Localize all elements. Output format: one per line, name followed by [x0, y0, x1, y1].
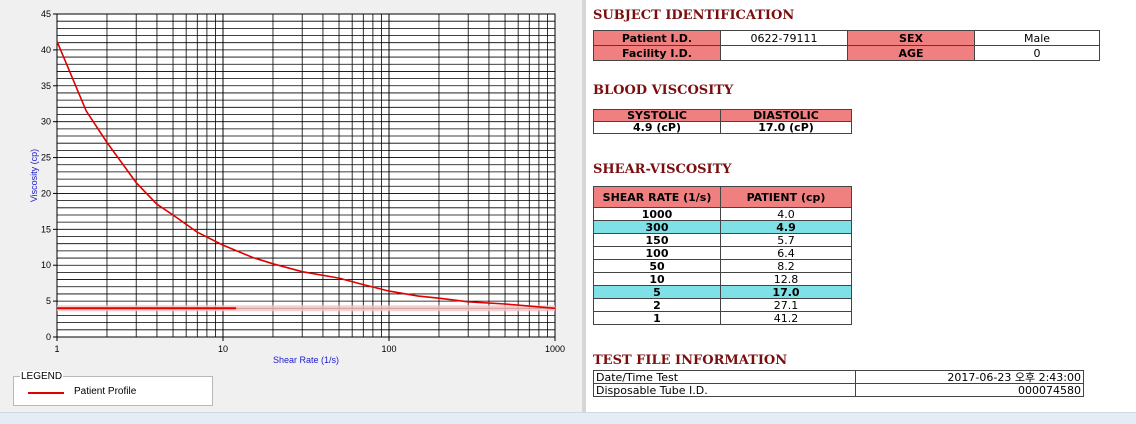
datetime-value: 2017-06-23 오후 2:43:00 [855, 370, 1084, 384]
x-axis-label: Shear Rate (1/s) [273, 355, 339, 365]
shear-viscosity-title: SHEAR-VISCOSITY [593, 162, 732, 177]
patient-cp-cell: 4.9 [720, 220, 852, 234]
legend-title: LEGEND [20, 371, 64, 382]
test-file-information-title: TEST FILE INFORMATION [593, 353, 788, 368]
patient-cp-cell: 4.0 [720, 207, 852, 221]
systolic-value: 4.9 (cP) [593, 121, 721, 134]
legend-box: LEGEND Patient Profile [13, 371, 213, 406]
shear-rate-cell: 100 [593, 246, 721, 260]
plot-area [56, 13, 556, 338]
x-tick-label: 1000 [545, 344, 565, 354]
shear-rate-cell: 150 [593, 233, 721, 247]
systolic-label: SYSTOLIC [593, 109, 721, 122]
y-tick-label: 15 [41, 224, 51, 234]
table-row: 300 4.9 [593, 220, 852, 234]
patient-cp-cell: 12.8 [720, 272, 852, 286]
shear-rate-cell: 10 [593, 272, 721, 286]
viscosity-chart: 0 5 10 15 20 25 30 35 40 45 1 10 100 1000 Shear Rate (… [29, 9, 565, 365]
shear-rate-cell: 50 [593, 259, 721, 273]
patient-id-value: 0622-79111 [720, 30, 848, 46]
shear-rate-cell: 1 [593, 311, 721, 325]
tube-id-label: Disposable Tube I.D. [593, 383, 856, 397]
y-tick-label: 5 [46, 296, 51, 306]
table-row: 1 41.2 [593, 311, 852, 325]
shear-rate-cell: 2 [593, 298, 721, 312]
table-row: 5 17.0 [593, 285, 852, 299]
y-tick-label: 45 [41, 9, 51, 19]
datetime-label: Date/Time Test [593, 370, 856, 384]
sex-label: SEX [847, 30, 975, 46]
facility-id-value [720, 45, 848, 61]
y-tick-label: 20 [41, 188, 51, 198]
y-tick-label: 30 [41, 117, 51, 127]
table-row: 10 12.8 [593, 272, 852, 286]
x-tick-label: 10 [218, 344, 228, 354]
series-line-patient-profile [56, 40, 556, 310]
patient-cp-cell: 27.1 [720, 298, 852, 312]
status-strip [0, 412, 1136, 424]
patient-cp-cell: 6.4 [720, 246, 852, 260]
y-tick-label: 0 [46, 332, 51, 342]
y-tick-label: 10 [41, 260, 51, 270]
reference-band [57, 305, 555, 312]
patient-cp-cell: 41.2 [720, 311, 852, 325]
shear-viscosity-table: SHEAR RATE (1/s) PATIENT (cp) 1000 4.0 300… [593, 186, 852, 325]
legend-label: Patient Profile [74, 386, 137, 397]
subject-table: Patient I.D. 0622-79111 SEX Male Facilit… [593, 30, 1100, 61]
table-row: 1000 4.0 [593, 207, 852, 221]
y-tick-label: 35 [41, 81, 51, 91]
x-tick-label: 1 [54, 344, 59, 354]
shear-rate-cell: 300 [593, 220, 721, 234]
diastolic-label: DIASTOLIC [720, 109, 852, 122]
age-value: 0 [974, 45, 1100, 61]
patient-cp-header: PATIENT (cp) [720, 186, 852, 208]
y-tick-label: 25 [41, 153, 51, 163]
subject-identification-title: SUBJECT IDENTIFICATION [593, 8, 795, 23]
age-label: AGE [847, 45, 975, 61]
test-file-table: Date/Time Test 2017-06-23 오후 2:43:00 Dis… [593, 370, 1084, 397]
blood-viscosity-title: BLOOD VISCOSITY [593, 83, 734, 98]
x-tick-label: 100 [381, 344, 396, 354]
patient-id-label: Patient I.D. [593, 30, 721, 46]
sex-value: Male [974, 30, 1100, 46]
patient-cp-cell: 17.0 [720, 285, 852, 299]
facility-id-label: Facility I.D. [593, 45, 721, 61]
tube-id-value: 000074580 [855, 383, 1084, 397]
blood-viscosity-table: SYSTOLIC DIASTOLIC 4.9 (cP) 17.0 (cP) [593, 109, 852, 134]
table-row: 50 8.2 [593, 259, 852, 273]
report-pane: SUBJECT IDENTIFICATION Patient I.D. 0622… [586, 0, 1136, 412]
y-tick-label: 40 [41, 45, 51, 55]
chart-pane: 0 5 10 15 20 25 30 35 40 45 1 10 100 1000 Shear Rate (… [0, 0, 582, 412]
patient-cp-cell: 8.2 [720, 259, 852, 273]
table-row: 2 27.1 [593, 298, 852, 312]
shear-rate-header: SHEAR RATE (1/s) [593, 186, 721, 208]
diastolic-value: 17.0 (cP) [720, 121, 852, 134]
shear-viscosity-rows: 1000 4.0 300 4.9 150 5.7 100 6.4 50 8.2 10 12.8 5 17.… [593, 207, 852, 325]
table-row: 150 5.7 [593, 233, 852, 247]
y-axis-label: Viscosity (cp) [29, 149, 39, 202]
pane-divider[interactable] [582, 0, 586, 412]
legend-line-swatch [28, 392, 64, 394]
shear-rate-cell: 1000 [593, 207, 721, 221]
table-row: 100 6.4 [593, 246, 852, 260]
patient-cp-cell: 5.7 [720, 233, 852, 247]
shear-rate-cell: 5 [593, 285, 721, 299]
